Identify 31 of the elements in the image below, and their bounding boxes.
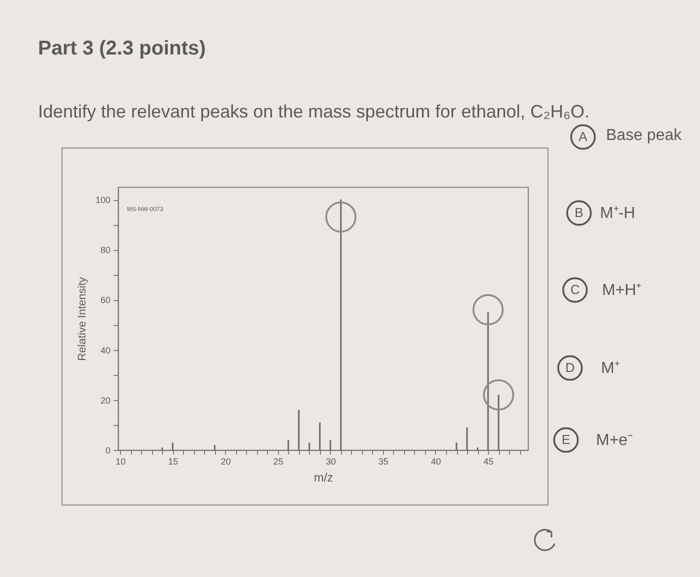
text: A <box>578 129 588 144</box>
text: D <box>565 360 575 375</box>
y-tick-label: 80 <box>100 245 110 256</box>
text: E <box>562 432 571 447</box>
text: B <box>574 205 584 220</box>
y-tick-label: 40 <box>100 345 110 356</box>
text: M⁺-H <box>600 205 636 222</box>
x-tick-label: 35 <box>378 456 388 466</box>
x-tick-label: 25 <box>273 456 284 466</box>
text: M+H⁺ <box>602 282 642 299</box>
y-tick-label: 60 <box>100 295 110 306</box>
x-tick-label: 40 <box>430 456 441 466</box>
x-tick-label: 30 <box>326 456 336 466</box>
text: M⁺ <box>601 360 620 377</box>
x-tick-label: 15 <box>168 456 178 466</box>
point <box>472 294 504 326</box>
y-tick-label: 20 <box>100 395 110 406</box>
x-axis-title: m/z <box>314 470 334 484</box>
text: C <box>570 282 580 297</box>
x-tick-label: 20 <box>220 456 231 466</box>
y-tick-label: 100 <box>95 195 110 206</box>
x-tick-label: 45 <box>484 456 494 466</box>
x-tick-label: 10 <box>116 456 126 466</box>
point <box>325 202 356 233</box>
chart-subtitle: Identify the relevant peaks on the mass spectrum for ethanol, C₂H₆O. <box>38 102 590 122</box>
point <box>483 379 514 410</box>
y-axis-title: Relative Intensity <box>76 276 88 361</box>
y-tick-label: 0 <box>105 446 110 456</box>
chart-title: Part 3 (2.3 points) <box>38 38 206 60</box>
text: Base peak <box>606 127 683 144</box>
text: M+e⁻ <box>596 432 633 449</box>
